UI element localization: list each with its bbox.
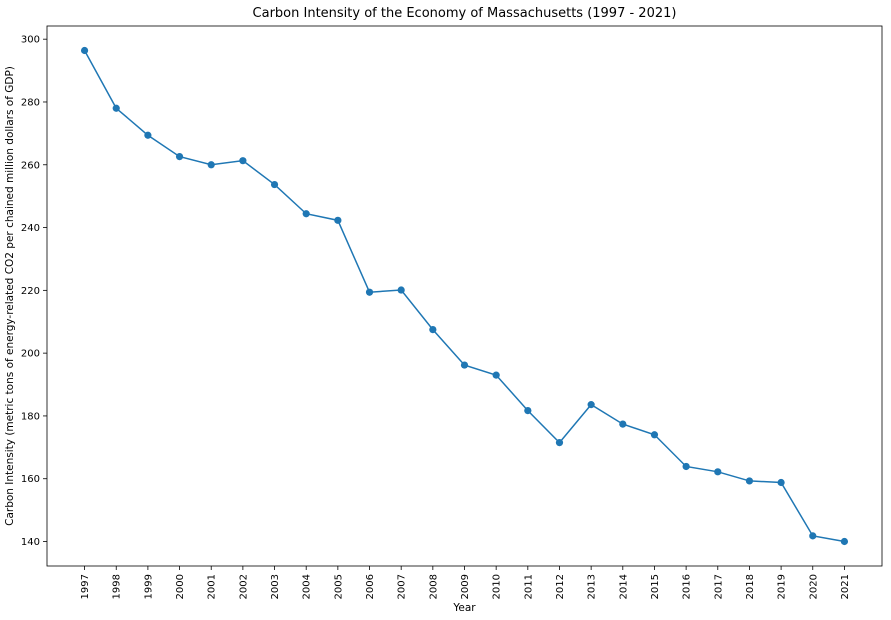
- data-point: [144, 131, 152, 139]
- x-tick-label: 2014: [618, 574, 629, 599]
- data-point: [270, 180, 279, 189]
- y-tick-label: 180: [21, 411, 40, 422]
- data-point: [650, 431, 659, 439]
- x-tick-label: 1997: [80, 574, 91, 599]
- plot-frame: [46, 25, 883, 567]
- x-tick-label: 2015: [650, 574, 661, 599]
- series-line: [83, 50, 845, 543]
- y-tick-label: 200: [21, 349, 40, 360]
- y-axis-ticks: 140 160 180 200 220 240 260 280 300: [21, 35, 47, 548]
- y-tick-label: 220: [21, 286, 40, 297]
- y-tick-label: 280: [21, 97, 40, 108]
- x-axis-label: Year: [452, 602, 476, 614]
- data-point: [524, 406, 532, 415]
- data-point: [302, 210, 310, 218]
- x-tick-label: 2002: [238, 574, 249, 599]
- x-tick-label: 2005: [333, 574, 344, 599]
- data-point: [682, 462, 690, 471]
- chart-title: Carbon Intensity of the Economy of Massa…: [253, 6, 677, 21]
- data-point: [80, 46, 89, 55]
- data-point: [777, 478, 785, 487]
- x-tick-label: 2011: [523, 574, 534, 599]
- data-point: [365, 288, 374, 296]
- y-tick-label: 140: [21, 537, 40, 548]
- data-point: [239, 157, 247, 165]
- x-tick-label: 2017: [713, 574, 724, 599]
- data-point: [619, 420, 627, 428]
- data-point: [555, 439, 564, 447]
- x-tick-label: 2019: [777, 574, 788, 599]
- data-point: [207, 161, 215, 169]
- x-tick-label: 2008: [428, 574, 439, 599]
- y-tick-label: 300: [21, 35, 40, 46]
- data-point: [745, 477, 754, 485]
- data-point: [809, 532, 817, 540]
- data-point: [492, 371, 500, 379]
- x-tick-label: 1999: [143, 574, 154, 599]
- data-point: [429, 325, 437, 334]
- x-tick-label: 1998: [112, 574, 123, 599]
- x-axis-ticks: 1997 1998 1999 2000 2001 2002 2003 2004 2005 2006…: [80, 566, 851, 599]
- y-tick-label: 240: [21, 223, 40, 234]
- y-tick-label: 260: [21, 160, 40, 171]
- x-tick-label: 2012: [555, 574, 566, 599]
- x-tick-label: 2013: [587, 574, 598, 599]
- series-layer: [80, 46, 849, 546]
- x-tick-label: 2021: [840, 574, 851, 599]
- x-tick-label: 2006: [365, 574, 376, 599]
- data-point: [714, 468, 722, 476]
- x-tick-label: 2007: [397, 574, 408, 599]
- plot-area: [46, 25, 883, 567]
- y-tick-label: 160: [21, 474, 40, 485]
- x-tick-label: 2004: [302, 574, 313, 599]
- x-tick-label: 2010: [492, 574, 503, 599]
- data-point: [112, 104, 120, 112]
- x-tick-label: 2003: [270, 574, 281, 599]
- data-point: [587, 401, 595, 409]
- data-point: [397, 286, 405, 294]
- data-point: [334, 216, 342, 224]
- data-point: [460, 361, 469, 369]
- x-tick-label: 2000: [175, 574, 186, 599]
- data-point: [840, 537, 849, 546]
- x-tick-label: 2009: [460, 574, 471, 599]
- x-tick-label: 2018: [745, 574, 756, 599]
- y-axis-label: Carbon Intensity (metric tons of energy-…: [4, 66, 16, 526]
- x-tick-label: 2016: [682, 574, 693, 599]
- x-tick-label: 2001: [207, 574, 218, 599]
- x-tick-label: 2020: [808, 574, 819, 599]
- data-point: [175, 153, 184, 161]
